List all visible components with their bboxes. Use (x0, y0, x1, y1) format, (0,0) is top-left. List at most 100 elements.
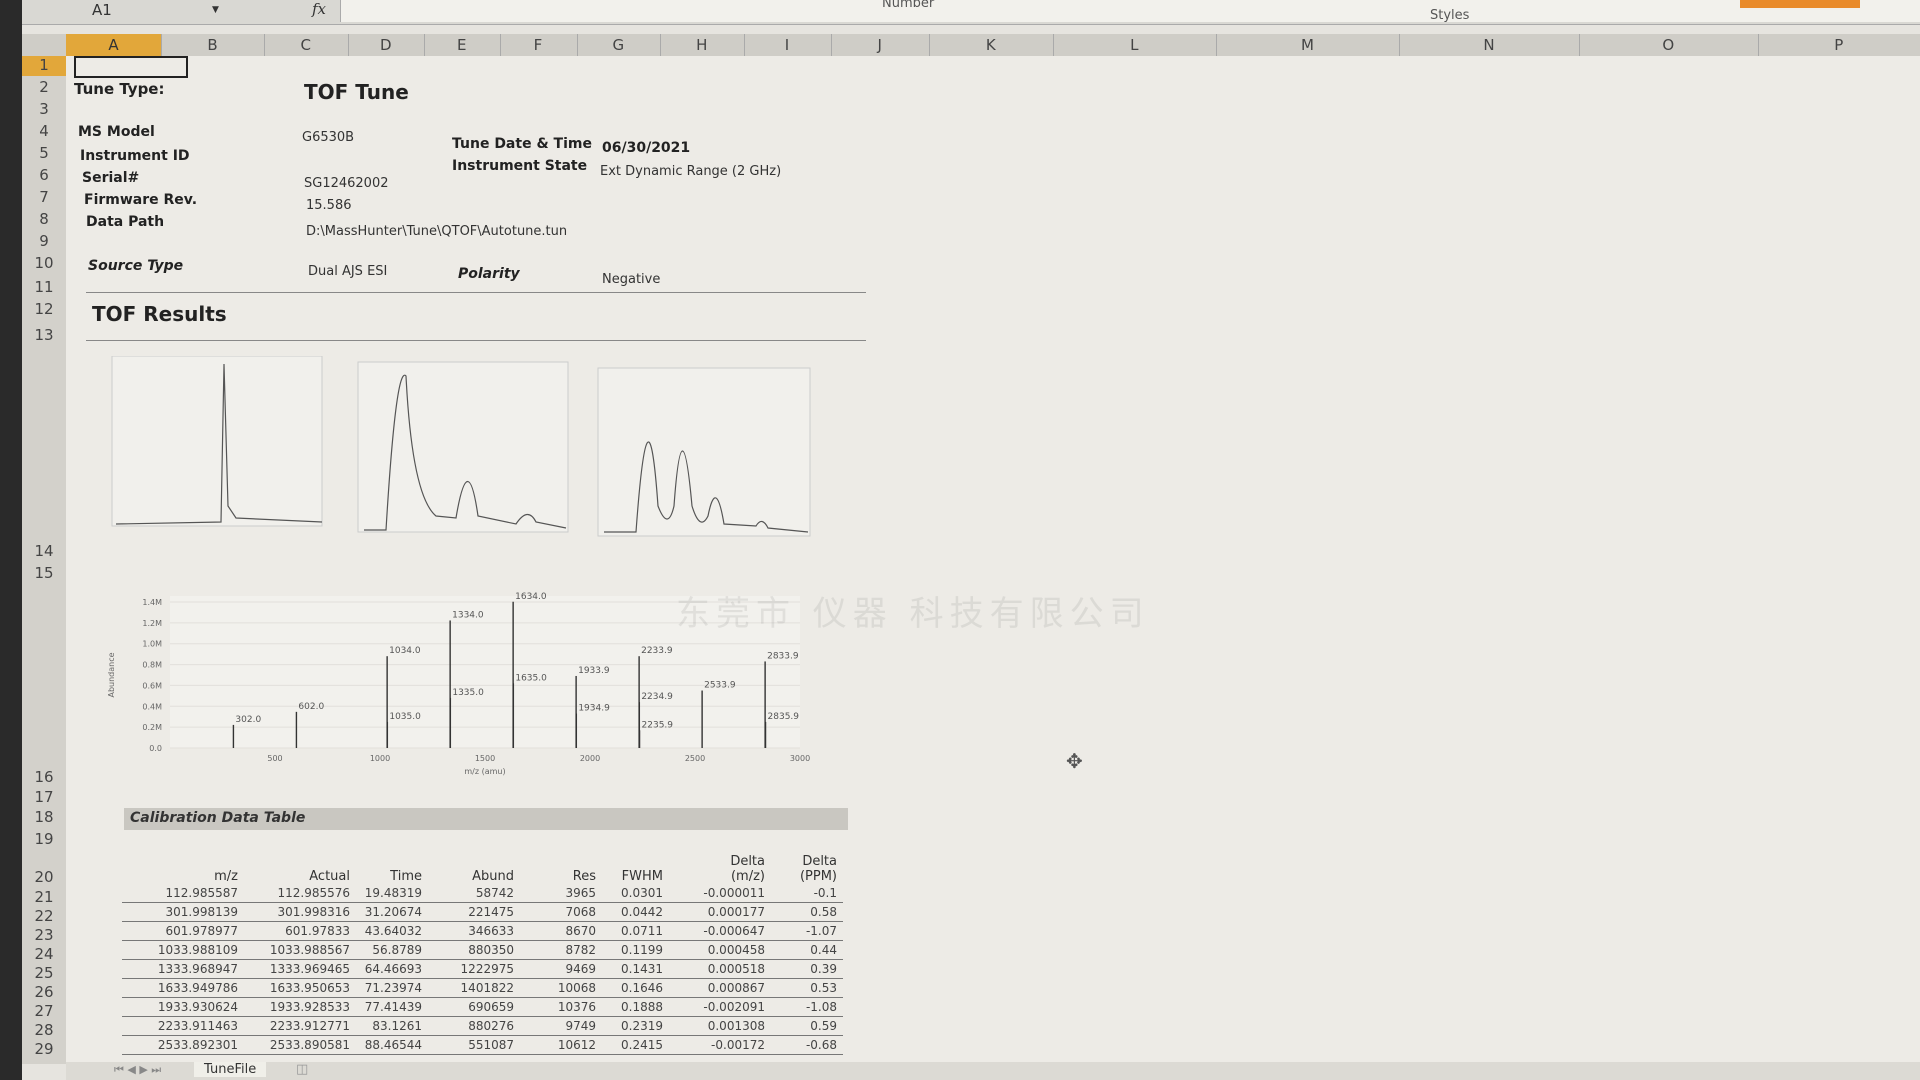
column-header-H[interactable]: H (660, 34, 745, 56)
new-sheet-icon[interactable]: ◫ (296, 1062, 309, 1077)
table-cell[interactable]: -0.1 (771, 884, 843, 903)
column-header-P[interactable]: P (1758, 34, 1920, 56)
row-header-3[interactable]: 3 (39, 100, 49, 118)
table-cell[interactable]: 2233.911463 (122, 1016, 244, 1036)
table-cell[interactable]: 9469 (520, 959, 602, 979)
table-cell[interactable]: 1333.969465 (244, 959, 356, 979)
row-header-12[interactable]: 12 (34, 300, 54, 318)
row-header-9[interactable]: 9 (39, 232, 49, 250)
table-cell[interactable]: -0.000647 (669, 921, 771, 941)
selected-cell-a1[interactable] (74, 56, 188, 78)
table-cell[interactable]: 10612 (520, 1035, 602, 1055)
column-header-E[interactable]: E (424, 34, 501, 56)
table-cell[interactable]: -0.00172 (669, 1035, 771, 1055)
table-cell[interactable]: 0.1431 (602, 959, 669, 979)
table-cell[interactable]: 1933.928533 (244, 997, 356, 1017)
table-cell[interactable]: 690659 (428, 997, 520, 1017)
name-box[interactable]: A1 ▼ (22, 0, 222, 22)
table-cell[interactable]: 0.001308 (669, 1016, 771, 1036)
table-cell[interactable]: 551087 (428, 1035, 520, 1055)
row-header-23[interactable]: 23 (34, 926, 54, 944)
table-cell[interactable]: 1333.968947 (122, 959, 244, 979)
row-header-13[interactable]: 13 (34, 326, 54, 344)
column-header-J[interactable]: J (831, 34, 930, 56)
table-cell[interactable]: 56.8789 (356, 940, 428, 960)
column-header-M[interactable]: M (1216, 34, 1400, 56)
table-cell[interactable]: 0.58 (771, 902, 843, 922)
table-cell[interactable]: -1.07 (771, 921, 843, 941)
table-cell[interactable]: 2533.890581 (244, 1035, 356, 1055)
table-cell[interactable]: 0.000867 (669, 978, 771, 998)
table-cell[interactable]: 1033.988567 (244, 940, 356, 960)
row-header-2[interactable]: 2 (39, 78, 49, 96)
row-header-18[interactable]: 18 (34, 808, 54, 826)
row-header-8[interactable]: 8 (39, 210, 49, 228)
table-cell[interactable]: -1.08 (771, 997, 843, 1017)
row-header-1[interactable]: 1 (22, 56, 66, 76)
sheet-nav-arrows-icon[interactable]: ⏮ ◀ ▶ ⏭ (114, 1063, 162, 1076)
row-header-11[interactable]: 11 (34, 278, 54, 296)
row-header-16[interactable]: 16 (34, 768, 54, 786)
row-header-19[interactable]: 19 (34, 830, 54, 848)
row-header-21[interactable]: 21 (34, 888, 54, 906)
row-header-26[interactable]: 26 (34, 983, 54, 1001)
table-cell[interactable]: -0.68 (771, 1035, 843, 1055)
table-cell[interactable]: 0.2415 (602, 1035, 669, 1055)
function-icon[interactable]: fx (312, 0, 327, 18)
table-cell[interactable]: 346633 (428, 921, 520, 941)
table-cell[interactable]: 0.0301 (602, 884, 669, 903)
table-cell[interactable]: 71.23974 (356, 978, 428, 998)
table-cell[interactable]: 301.998316 (244, 902, 356, 922)
table-cell[interactable]: 1633.950653 (244, 978, 356, 998)
table-cell[interactable]: 2533.892301 (122, 1035, 244, 1055)
table-cell[interactable]: 10068 (520, 978, 602, 998)
table-cell[interactable]: 1033.988109 (122, 940, 244, 960)
table-cell[interactable]: 880350 (428, 940, 520, 960)
table-cell[interactable]: 77.41439 (356, 997, 428, 1017)
table-cell[interactable]: -0.002091 (669, 997, 771, 1017)
table-cell[interactable]: 0.1199 (602, 940, 669, 960)
table-cell[interactable]: 221475 (428, 902, 520, 922)
row-header-28[interactable]: 28 (34, 1021, 54, 1039)
table-cell[interactable]: 1633.949786 (122, 978, 244, 998)
table-cell[interactable]: 0.000458 (669, 940, 771, 960)
column-header-I[interactable]: I (744, 34, 832, 56)
table-cell[interactable]: 0.000177 (669, 902, 771, 922)
row-header-29[interactable]: 29 (34, 1040, 54, 1058)
table-cell[interactable]: 64.46693 (356, 959, 428, 979)
table-cell[interactable]: 112.985576 (244, 884, 356, 903)
row-header-17[interactable]: 17 (34, 788, 54, 806)
table-cell[interactable]: 19.48319 (356, 884, 428, 903)
table-cell[interactable]: 7068 (520, 902, 602, 922)
column-header-C[interactable]: C (264, 34, 349, 56)
column-header-D[interactable]: D (348, 34, 425, 56)
row-header-20[interactable]: 20 (34, 868, 54, 886)
table-cell[interactable]: 880276 (428, 1016, 520, 1036)
table-cell[interactable]: 8782 (520, 940, 602, 960)
table-cell[interactable]: 1933.930624 (122, 997, 244, 1017)
table-cell[interactable]: 601.97833 (244, 921, 356, 941)
table-cell[interactable]: 0.2319 (602, 1016, 669, 1036)
table-cell[interactable]: 1222975 (428, 959, 520, 979)
row-header-5[interactable]: 5 (39, 144, 49, 162)
table-cell[interactable]: 88.46544 (356, 1035, 428, 1055)
row-header-7[interactable]: 7 (39, 188, 49, 206)
row-header-24[interactable]: 24 (34, 945, 54, 963)
table-cell[interactable]: 0.0711 (602, 921, 669, 941)
table-cell[interactable]: 0.1646 (602, 978, 669, 998)
table-cell[interactable]: 10376 (520, 997, 602, 1017)
row-header-22[interactable]: 22 (34, 907, 54, 925)
sheet-tab-tunefile[interactable]: TuneFile (194, 1062, 267, 1077)
table-cell[interactable]: 601.978977 (122, 921, 244, 941)
table-cell[interactable]: 1401822 (428, 978, 520, 998)
table-cell[interactable]: 9749 (520, 1016, 602, 1036)
formula-input[interactable] (340, 0, 1920, 22)
column-header-N[interactable]: N (1399, 34, 1580, 56)
column-header-F[interactable]: F (500, 34, 578, 56)
row-header-27[interactable]: 27 (34, 1002, 54, 1020)
table-cell[interactable]: 112.985587 (122, 884, 244, 903)
table-cell[interactable]: 43.64032 (356, 921, 428, 941)
column-header-G[interactable]: G (577, 34, 661, 56)
table-cell[interactable]: 0.59 (771, 1016, 843, 1036)
table-cell[interactable]: 301.998139 (122, 902, 244, 922)
